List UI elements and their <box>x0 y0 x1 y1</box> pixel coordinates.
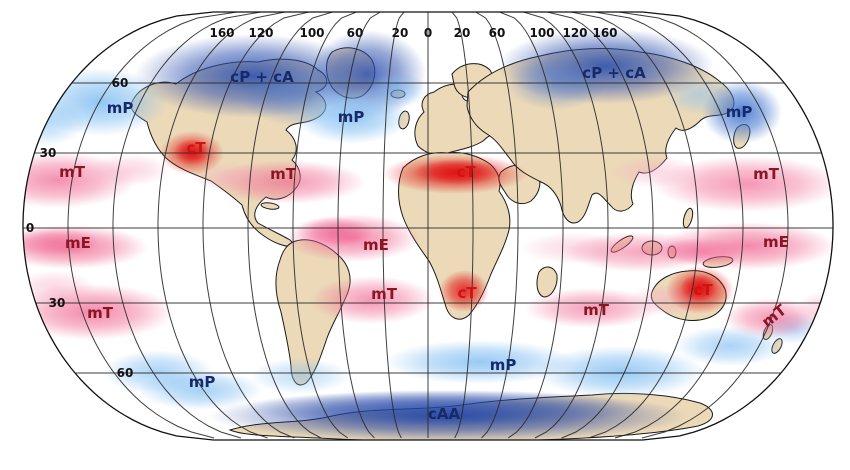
latitude-label: 60 <box>117 366 134 380</box>
meridian-line <box>499 12 564 439</box>
longitude-label: 20 <box>392 26 409 40</box>
latitude-label: 0 <box>26 221 34 235</box>
air-mass-region-hotpink <box>297 217 373 247</box>
air-mass-region-pink-light <box>610 156 700 188</box>
meridian-line <box>247 12 333 439</box>
air-mass-label-mT: mT <box>87 304 114 322</box>
air-mass-label-cAA: cAA <box>428 405 461 423</box>
longitude-label: 160 <box>209 26 234 40</box>
longitude-label: 120 <box>562 26 587 40</box>
meridian-line <box>337 12 381 439</box>
map-outline <box>22 11 834 441</box>
air-mass-label-mT: mT <box>753 165 780 183</box>
meridian-line <box>382 12 405 439</box>
air-mass-label-cT: cT <box>186 139 206 157</box>
air-mass-label-mP: mP <box>490 356 517 374</box>
meridian-line <box>547 12 654 439</box>
continent-madagascar <box>536 266 558 298</box>
longitude-label: 0 <box>424 26 432 40</box>
projection-outline <box>22 11 834 441</box>
meridian-line <box>618 12 789 439</box>
air-mass-region-cold-light <box>250 358 350 394</box>
air-mass-region-red <box>174 139 210 165</box>
air-mass-label-mP: mP <box>107 99 134 117</box>
air-mass-label-cT: cT <box>456 163 476 181</box>
air-mass-label-mP: mP <box>338 108 365 126</box>
meridian-line <box>475 12 519 439</box>
air-mass-label-mE: mE <box>763 233 789 251</box>
air-mass-label-mT: mT <box>270 165 297 183</box>
air-mass-label-mP: mP <box>189 373 216 391</box>
air-mass-region-pink <box>653 156 833 212</box>
air-mass-region-pink-light <box>90 154 170 186</box>
longitude-label: 60 <box>489 26 506 40</box>
longitude-label: 20 <box>454 26 471 40</box>
air-mass-label-mP: mP <box>726 103 753 121</box>
air-mass-region-cold-light <box>665 75 735 115</box>
longitude-label: 120 <box>248 26 273 40</box>
meridian-line <box>157 12 285 439</box>
air-mass-label-mT: mT <box>583 301 610 319</box>
meridian-line <box>571 12 699 439</box>
graticule-grid <box>23 12 833 439</box>
air-mass-label-cT: cT <box>693 281 713 299</box>
latitude-label: 30 <box>40 146 57 160</box>
air-mass-label-mT: mT <box>371 285 398 303</box>
longitude-label: 160 <box>592 26 617 40</box>
air-mass-label-cPcA: cP + cA <box>230 68 294 86</box>
meridian-line <box>292 12 357 439</box>
meridian-line <box>67 12 238 439</box>
air-mass-region-cold-light <box>138 370 262 410</box>
air-mass-region-pink-light <box>23 270 95 306</box>
latitude-label: 60 <box>112 76 129 90</box>
air-mass-region-pink <box>23 225 148 269</box>
air-mass-label-mT: mT <box>59 163 86 181</box>
longitude-label: 100 <box>299 26 324 40</box>
latitude-label: 30 <box>49 296 66 310</box>
map-labels: cP + cA cP + cA mP mP mP mP mP cAA mT mT mT mE mE mE m… <box>26 26 791 423</box>
air-mass-region-pink <box>310 276 434 324</box>
meridian-line <box>594 12 744 439</box>
air-mass-label-cPcA: cP + cA <box>582 64 646 82</box>
air-mass-region-cold-light <box>368 72 428 108</box>
meridian-line <box>451 12 474 439</box>
air-mass-region-cold-light <box>535 346 705 398</box>
air-mass-region-cold-mid <box>506 58 606 110</box>
air-mass-label-mE: mE <box>65 234 91 252</box>
air-mass-label-mE: mE <box>363 236 389 254</box>
air-mass-region-red <box>413 159 501 185</box>
meridian-line <box>112 12 262 439</box>
air-mass-label-cT: cT <box>457 284 477 302</box>
air-mass-region-red <box>439 270 489 312</box>
longitude-label: 100 <box>529 26 554 40</box>
meridian-line <box>202 12 309 439</box>
meridian-line <box>523 12 609 439</box>
longitude-label: 60 <box>347 26 364 40</box>
air-mass-region-red <box>680 274 718 302</box>
air-mass-region-pink <box>524 288 660 328</box>
air-mass-region-hotpink <box>655 238 745 266</box>
air-mass-region-cold-dark <box>245 390 645 426</box>
air-mass-region-cold-light <box>23 98 85 146</box>
